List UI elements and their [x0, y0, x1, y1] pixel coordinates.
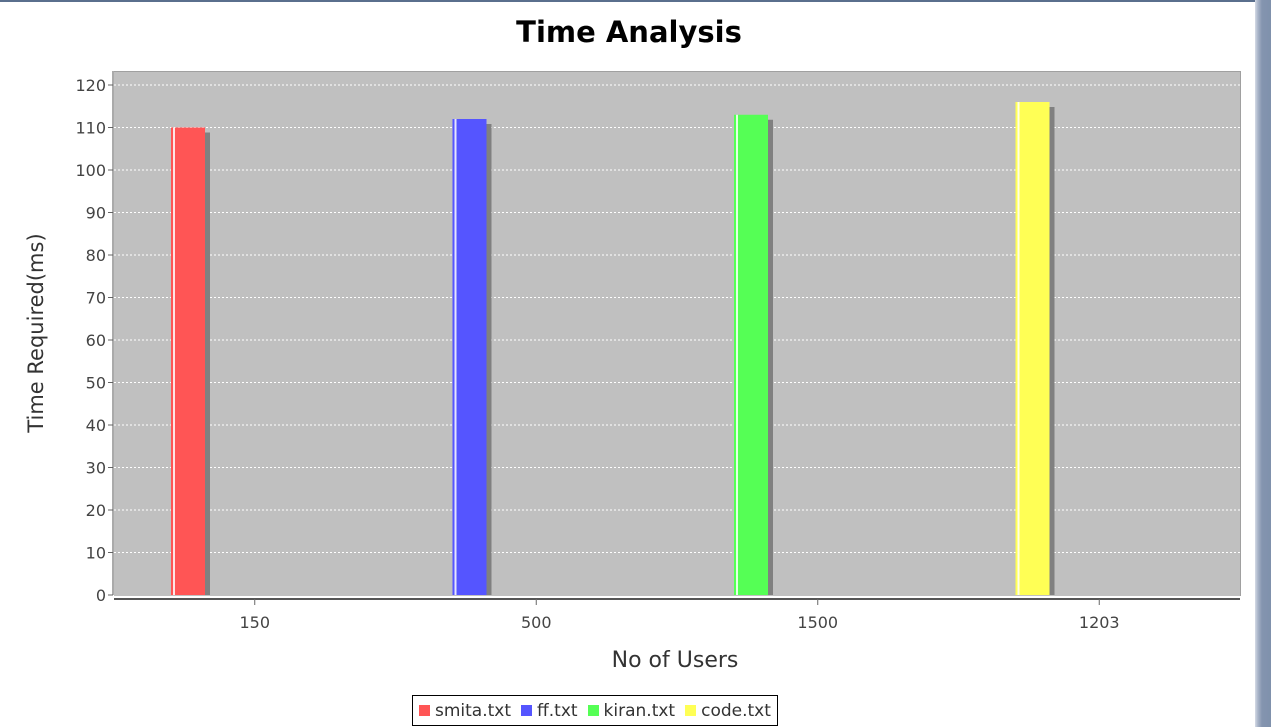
x-tick-label: 1203 — [1079, 613, 1120, 632]
legend: smita.txt ff.txt kiran.txt code.txt — [412, 695, 778, 726]
y-tick-label: 90 — [86, 204, 106, 223]
bar-code-txt — [1015, 102, 1050, 595]
bar-kiran-txt — [734, 114, 768, 595]
legend-label: ff.txt — [537, 700, 578, 721]
legend-label: smita.txt — [435, 700, 512, 721]
grid-lines — [114, 84, 1240, 553]
legend-label: kiran.txt — [603, 700, 676, 721]
legend-item: ff.txt — [521, 701, 578, 721]
y-tick-label: 120 — [75, 76, 106, 95]
legend-swatch — [419, 705, 430, 716]
y-tick-label: 30 — [86, 459, 106, 478]
y-tick-label: 0 — [96, 586, 106, 605]
axes: 0 10 20 30 40 50 60 70 80 90 100 110 120 150 500 1500 12… — [75, 71, 1240, 632]
legend-item: code.txt — [685, 701, 771, 721]
legend-swatch — [587, 705, 599, 716]
x-tick-label: 1500 — [797, 613, 838, 632]
x-tick-label: 500 — [521, 613, 552, 632]
y-tick-label: 110 — [75, 119, 106, 138]
legend-item: smita.txt — [419, 701, 511, 721]
y-tick-label: 20 — [86, 501, 106, 520]
chart-title: Time Analysis — [516, 15, 742, 49]
x-tick-label: 150 — [239, 613, 270, 632]
bars — [171, 102, 1055, 595]
legend-swatch — [685, 705, 697, 716]
legend-item: kiran.txt — [587, 700, 676, 721]
y-tick-label: 80 — [86, 246, 106, 265]
y-tick-label: 70 — [86, 289, 106, 308]
y-axis-title: Time Required(ms) — [24, 233, 48, 433]
bar-smita-txt — [171, 127, 205, 595]
y-tick-label: 40 — [86, 416, 106, 435]
y-tick-label: 50 — [86, 374, 106, 393]
legend-label: code.txt — [701, 700, 771, 721]
y-tick-label: 10 — [86, 544, 106, 563]
y-tick-label: 100 — [75, 161, 106, 180]
legend-swatch — [521, 705, 533, 716]
bar-ff-txt — [452, 119, 487, 595]
y-tick-label: 60 — [86, 331, 106, 350]
top-border — [0, 0, 1262, 2]
window-frame-right — [1255, 0, 1271, 727]
x-axis-title: No of Users — [611, 648, 739, 673]
